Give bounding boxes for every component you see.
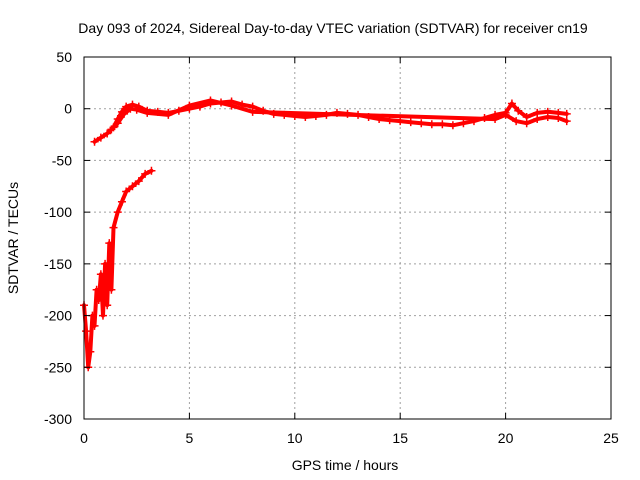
data-point-marker	[396, 117, 405, 126]
y-tick-label: -100	[44, 204, 72, 220]
data-point-marker	[92, 285, 101, 294]
x-tick-label: 10	[287, 430, 303, 446]
y-tick-label: -150	[44, 256, 72, 272]
data-point-marker	[459, 119, 468, 128]
plot-frame	[83, 56, 612, 420]
data-point-marker	[113, 119, 122, 128]
data-point-marker	[248, 107, 257, 116]
data-point-marker	[185, 101, 194, 110]
data-point-marker	[122, 187, 131, 196]
x-tick-label: 20	[498, 430, 514, 446]
data-point-marker	[512, 117, 521, 126]
data-point-marker	[132, 105, 141, 114]
chart-title: Day 093 of 2024, Sidereal Day-to-day VTE…	[78, 20, 588, 36]
data-point-marker	[105, 239, 114, 248]
x-tick-label: 5	[186, 430, 194, 446]
data-point-marker	[164, 110, 173, 119]
data-point-marker	[206, 96, 215, 105]
axis-ticks: 0 5 10 15 20 25 -300 -250 -200 -150 -100 -50 0 50	[44, 49, 619, 446]
data-point-marker	[406, 118, 415, 127]
data-point-marker	[143, 108, 152, 117]
data-point-marker	[491, 115, 500, 124]
data-point-marker	[86, 347, 95, 356]
data-point-marker	[94, 296, 103, 305]
data-point-marker	[103, 129, 112, 138]
data-point-marker	[514, 106, 523, 115]
data-point-marker	[126, 104, 135, 113]
data-point-marker	[96, 133, 105, 142]
data-point-marker	[438, 120, 447, 129]
data-point-marker	[109, 223, 118, 232]
data-point-marker	[554, 114, 563, 123]
data-point-marker	[107, 125, 116, 134]
data-point-marker	[533, 115, 542, 124]
data-point-marker	[113, 208, 122, 217]
data-point-marker	[120, 109, 129, 118]
data-point-marker	[522, 119, 531, 128]
data-point-marker	[448, 121, 457, 130]
data-point-marker	[82, 327, 91, 336]
data-point-marker	[427, 120, 436, 129]
data-point-marker	[98, 311, 107, 320]
data-point-marker	[134, 177, 143, 186]
data-point-marker	[90, 321, 99, 330]
y-tick-label: -300	[44, 411, 72, 427]
data-point-marker	[117, 197, 126, 206]
y-tick-label: -50	[52, 152, 72, 168]
x-tick-label: 15	[392, 430, 408, 446]
y-tick-label: -200	[44, 308, 72, 324]
data-point-marker	[122, 102, 131, 111]
y-tick-label: -250	[44, 359, 72, 375]
data-point-marker	[101, 259, 110, 268]
data-point-marker	[501, 110, 510, 119]
data-point-marker	[562, 117, 571, 126]
x-tick-label: 0	[80, 430, 88, 446]
data-point-marker	[107, 285, 116, 294]
data-point-marker	[141, 169, 150, 178]
data-point-marker	[103, 301, 112, 310]
y-tick-label: 50	[56, 49, 72, 65]
series-line-early-descent	[82, 168, 154, 370]
data-point-marker	[147, 166, 156, 175]
y-axis-label: SDTVAR / TECUs	[5, 182, 21, 294]
data-point-marker	[417, 119, 426, 128]
data-point-marker	[90, 137, 99, 146]
data-point-marker	[543, 112, 552, 121]
data-point-marker	[96, 270, 105, 279]
data-point-marker	[128, 182, 137, 191]
x-tick-label: 25	[603, 430, 619, 446]
y-tick-label: 0	[64, 101, 72, 117]
data-point-marker	[562, 109, 571, 118]
data-point-marker	[227, 101, 236, 110]
data-point-marker	[507, 99, 516, 108]
x-axis-label: GPS time / hours	[292, 457, 399, 473]
